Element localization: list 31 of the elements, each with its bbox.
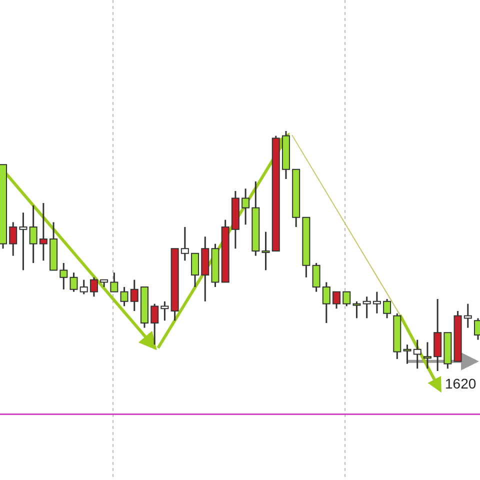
candlestick: [372, 291, 381, 314]
candlestick: [39, 202, 48, 262]
candlestick: [9, 221, 18, 257]
candlestick: [19, 212, 28, 271]
annotation: 1620: [445, 375, 476, 392]
candlestick: [191, 252, 200, 288]
candlestick: [180, 226, 189, 262]
candlestick: [413, 339, 422, 370]
candlestick: [160, 300, 169, 322]
candlestick: [464, 303, 472, 329]
candlestick: [130, 279, 138, 312]
candlestick: [434, 298, 442, 372]
candlestick: [110, 272, 118, 293]
candlestick: [70, 272, 78, 293]
candlestick: [423, 341, 432, 370]
candlestick: [352, 300, 361, 319]
candlestick: [312, 262, 320, 293]
candlestick: [60, 262, 68, 290]
candlestick: [342, 291, 351, 307]
candlestick: [120, 286, 128, 307]
candlestick: [322, 281, 330, 324]
candlestick: [383, 298, 392, 319]
candlestick: [80, 279, 88, 295]
candlestick: [29, 204, 38, 264]
candlestick: [90, 276, 98, 298]
candlestick: [332, 291, 341, 310]
candlestick: [262, 231, 270, 271]
candlestick: [150, 303, 159, 346]
candlestick: [362, 296, 371, 319]
candlestick: [242, 188, 250, 226]
candlestick: [403, 344, 412, 365]
